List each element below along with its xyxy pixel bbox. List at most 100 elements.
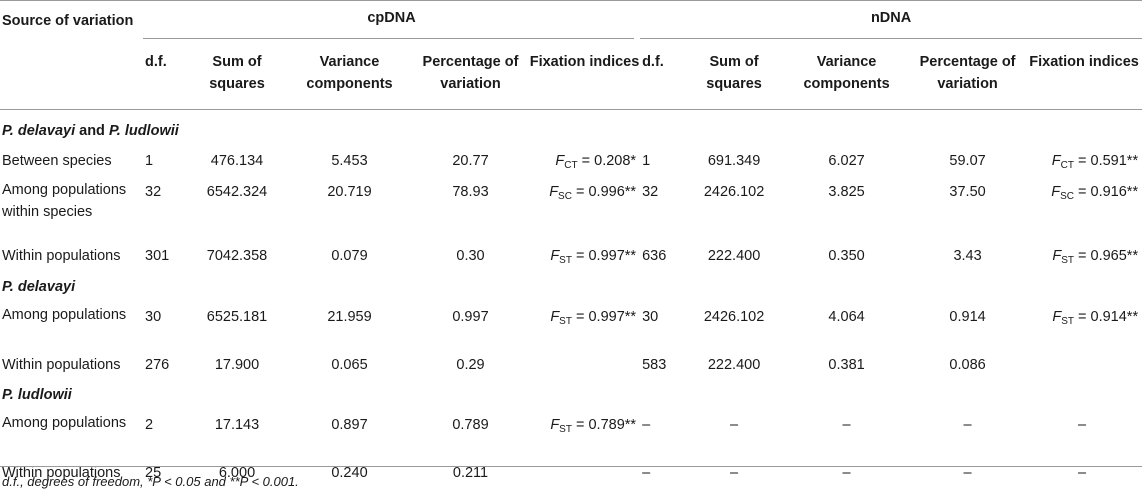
table-row: Within populations 25 6.000 0.240 0.211 – – – – –	[0, 458, 1142, 488]
cp-value-cell: 21.959	[327, 309, 372, 325]
n-value-cell: –	[730, 417, 739, 433]
group-header-row: P. delavayi and P. ludlowii	[0, 110, 1142, 146]
source-cell: Among populations	[2, 415, 127, 431]
cp-value-cell: 17.143	[214, 417, 260, 433]
cp-fixation-index-cell: FST = 0.997**	[550, 248, 637, 266]
cp-fixation-index-cell	[529, 458, 640, 488]
group-title: P. ludlowii	[2, 387, 72, 403]
source-cell: Within populations	[2, 465, 121, 481]
n-value-cell: 30	[642, 309, 659, 325]
n-value-cell: 0.381	[828, 357, 865, 373]
group-title: P. delavayi and P. ludlowii	[2, 123, 179, 139]
n-value-cell: 222.400	[707, 357, 761, 373]
n-col-header-3: Percentage of variation	[919, 54, 1016, 92]
n-value-cell: –	[842, 417, 851, 433]
cp-value-cell: 20.77	[452, 153, 489, 169]
n-col-header-1: Sum of squares	[706, 54, 762, 92]
cp-value-cell: 6542.324	[206, 184, 268, 200]
n-value-cell: 4.064	[828, 309, 865, 325]
cp-value-cell: 6.000	[218, 465, 256, 481]
n-fixation-index-cell: FST = 0.965**	[1052, 248, 1139, 266]
n-value-cell: 0.350	[828, 248, 865, 264]
cp-value-cell: 32	[145, 184, 162, 200]
column-subheaders: d.f. Sum of squares Variance components Per…	[0, 39, 1142, 110]
cp-col-header-3: Percentage of variation	[422, 54, 519, 92]
n-value-cell: 0.914	[949, 309, 986, 325]
table-row: Within populations 276 17.900 0.065 0.29 583 2…	[0, 350, 1142, 380]
table-row: Within populations 301 7042.358 0.079 0.30 FS…	[0, 241, 1142, 272]
source-cell: Between species	[2, 153, 112, 169]
cp-value-cell: 20.719	[327, 184, 372, 200]
cp-value-cell: 78.93	[452, 184, 489, 200]
table-footnote: d.f., degrees of freedom, *P < 0.05 and …	[2, 474, 299, 489]
n-fixation-index-cell: FSC = 0.916**	[1051, 184, 1139, 202]
n-col-header-0: d.f.	[642, 54, 664, 70]
cp-value-cell: 301	[145, 248, 170, 264]
n-value-cell: –	[842, 465, 851, 481]
n-col-header-2: Variance components	[803, 54, 890, 92]
cp-value-cell: 2	[145, 417, 154, 433]
group-header-row: P. ludlowii	[0, 380, 1142, 410]
table-row: Among populations 30 6525.181 21.959 0.997 FS…	[0, 302, 1142, 350]
cp-value-cell: 0.997	[452, 309, 489, 325]
n-value-cell: –	[963, 417, 972, 433]
cp-value-cell: 0.897	[331, 417, 368, 433]
n-value-cell: –	[963, 465, 972, 481]
cp-value-cell: 1	[145, 153, 154, 169]
source-cell: Among populations within species	[2, 182, 127, 220]
n-value-cell: 583	[642, 357, 667, 373]
source-cell: Within populations	[2, 248, 121, 264]
n-value-cell: –	[642, 465, 651, 481]
cp-fixation-index-cell: FCT = 0.208*	[555, 153, 637, 171]
n-value-cell: –	[642, 417, 651, 433]
source-cell: Within populations	[2, 357, 121, 373]
cp-value-cell: 6525.181	[206, 309, 268, 325]
cp-value-cell: 0.29	[456, 357, 485, 373]
table-body: P. delavayi and P. ludlowii Between speci…	[0, 110, 1142, 488]
n-value-cell: 2426.102	[703, 184, 765, 200]
n-value-cell: 6.027	[828, 153, 865, 169]
group-title: P. delavayi	[2, 279, 76, 295]
n-fixation-index-cell: –	[1078, 417, 1087, 433]
cp-value-cell: 0.065	[331, 357, 368, 373]
table-row: Among populations 2 17.143 0.897 0.789 FST = …	[0, 410, 1142, 458]
cp-fixation-index-cell: FSC = 0.996**	[549, 184, 637, 202]
cp-col-header-1: Sum of squares	[209, 54, 265, 92]
cp-value-cell: 476.134	[210, 153, 264, 169]
n-value-cell: –	[730, 465, 739, 481]
n-fixation-index-cell	[1026, 350, 1142, 380]
ndna-header: nDNA	[870, 10, 912, 26]
source-cell: Among populations	[2, 307, 127, 323]
cp-value-cell: 0.240	[331, 465, 368, 481]
n-value-cell: 3.43	[953, 248, 982, 264]
n-value-cell: 59.07	[949, 153, 986, 169]
cp-value-cell: 17.900	[214, 357, 260, 373]
cp-value-cell: 276	[145, 357, 170, 373]
table-row: Between species 1 476.134 5.453 20.77 FCT = 0…	[0, 146, 1142, 177]
group-header-row: P. delavayi	[0, 272, 1142, 302]
cp-col-header-4: Fixation indices	[529, 54, 640, 70]
n-fixation-index-cell: FCT = 0.591**	[1051, 153, 1139, 171]
cp-col-header-0: d.f.	[145, 54, 167, 70]
cp-fixation-index-cell	[529, 350, 640, 380]
cpdna-header: cpDNA	[367, 10, 416, 26]
cp-value-cell: 0.30	[456, 248, 485, 264]
cp-value-cell: 25	[145, 465, 162, 481]
n-value-cell: 0.086	[949, 357, 986, 373]
source-of-variation-header: Source of variation	[2, 13, 134, 29]
n-value-cell: 3.825	[828, 184, 865, 200]
table-row: Among populations within species 32 6542.3…	[0, 177, 1142, 241]
n-value-cell: 32	[642, 184, 659, 200]
cp-value-cell: 7042.358	[206, 248, 268, 264]
n-fixation-index-cell: FST = 0.914**	[1052, 309, 1139, 327]
cp-value-cell: 5.453	[331, 153, 368, 169]
cp-col-header-2: Variance components	[306, 54, 393, 92]
cp-fixation-index-cell: FST = 0.997**	[550, 309, 637, 327]
n-col-header-4: Fixation indices	[1029, 54, 1139, 70]
n-value-cell: 636	[642, 248, 667, 264]
n-value-cell: 1	[642, 153, 651, 169]
cp-value-cell: 0.211	[452, 465, 489, 481]
cp-value-cell: 0.789	[452, 417, 489, 433]
